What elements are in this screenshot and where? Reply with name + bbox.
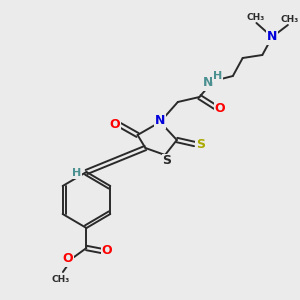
Text: CH₃: CH₃ bbox=[246, 13, 265, 22]
Text: O: O bbox=[102, 244, 112, 257]
Text: S: S bbox=[196, 137, 205, 151]
Text: N: N bbox=[267, 31, 277, 44]
Text: N: N bbox=[155, 115, 165, 128]
Text: S: S bbox=[163, 154, 172, 167]
Text: CH₃: CH₃ bbox=[281, 14, 299, 23]
Text: H: H bbox=[72, 168, 81, 178]
Text: CH₃: CH₃ bbox=[52, 274, 70, 284]
Text: H: H bbox=[212, 71, 222, 81]
Text: O: O bbox=[215, 103, 225, 116]
Text: O: O bbox=[110, 118, 120, 130]
Text: N: N bbox=[203, 76, 214, 89]
Text: O: O bbox=[62, 253, 73, 266]
